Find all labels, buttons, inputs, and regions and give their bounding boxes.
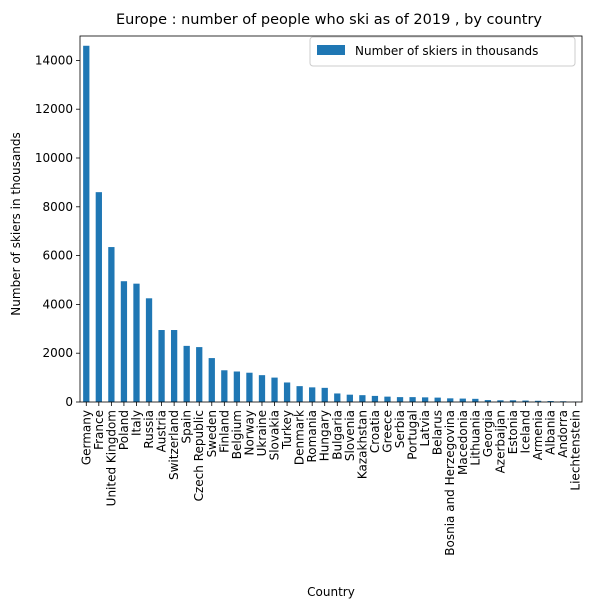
bar	[334, 393, 340, 402]
bar	[359, 395, 365, 402]
bar	[246, 373, 252, 402]
bar	[384, 397, 390, 402]
bar	[209, 358, 215, 402]
bar	[196, 347, 202, 402]
legend: Number of skiers in thousands	[310, 37, 575, 66]
y-tick-label: 8000	[42, 200, 73, 214]
x-tick-label: Liechtenstein	[569, 410, 583, 491]
y-tick-label: 6000	[42, 249, 73, 263]
legend-swatch	[317, 45, 345, 55]
bar	[372, 396, 378, 402]
bar	[296, 386, 302, 402]
bar	[472, 399, 478, 402]
bar	[347, 395, 353, 402]
bar	[322, 388, 328, 402]
bar	[447, 398, 453, 402]
plot-frame	[80, 36, 582, 402]
bar	[422, 397, 428, 402]
bar	[133, 284, 139, 402]
y-tick-label: 12000	[35, 102, 73, 116]
y-tick-label: 0	[65, 395, 73, 409]
y-tick-label: 4000	[42, 297, 73, 311]
bar	[409, 397, 415, 402]
chart-title: Europe : number of people who ski as of …	[116, 12, 542, 28]
y-tick-label: 2000	[42, 346, 73, 360]
x-axis-label: Country	[307, 585, 355, 599]
bar	[234, 372, 240, 403]
y-tick-label: 14000	[35, 53, 73, 67]
bar	[460, 399, 466, 402]
bar	[146, 298, 152, 402]
bar	[435, 398, 441, 402]
bar	[271, 378, 277, 402]
bar	[309, 387, 315, 402]
legend-label: Number of skiers in thousands	[355, 44, 538, 58]
axes-frame	[80, 36, 582, 402]
bar	[284, 382, 290, 402]
bar	[158, 330, 164, 402]
y-tick-label: 10000	[35, 151, 73, 165]
bar	[397, 397, 403, 402]
bar	[259, 375, 265, 402]
bar	[171, 330, 177, 402]
y-axis-ticks: 0 2000 4000 6000 8000 10000 12000 14000	[35, 53, 80, 409]
bar	[121, 281, 127, 402]
bar	[108, 247, 114, 402]
bar	[83, 46, 89, 402]
y-axis-label: Number of skiers in thousands	[9, 132, 23, 315]
bar	[184, 346, 190, 402]
bars-group	[83, 46, 579, 402]
bar	[96, 192, 102, 402]
bar	[221, 370, 227, 402]
